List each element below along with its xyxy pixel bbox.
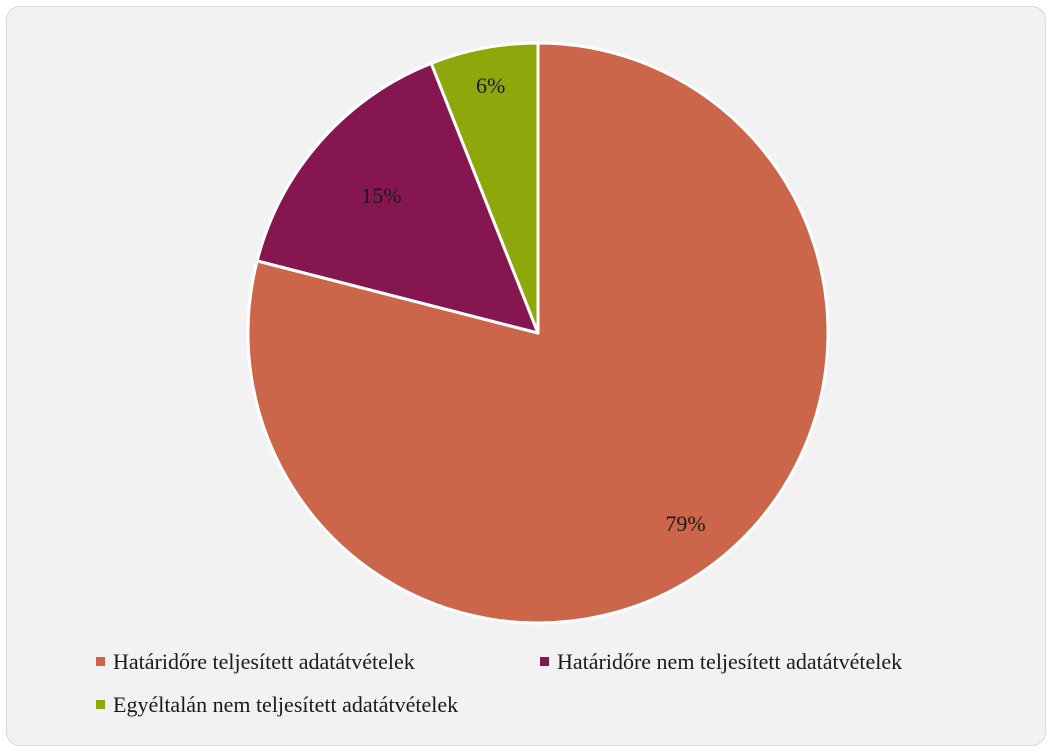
legend-swatch [96,700,105,709]
legend-swatch [540,657,549,666]
legend-label: Határidőre nem teljesített adatátvételek [557,648,903,674]
legend-item-hataridore-teljesitett: Határidőre teljesített adatátvételek [96,649,540,675]
legend-label: Határidőre teljesített adatátvételek [113,648,415,674]
legend-label: Egyéltalán nem teljesített adatátvételek [113,691,459,717]
pie-slices [246,41,830,625]
legend-swatch [96,657,105,666]
legend-row: Egyéltalán nem teljesített adatátvételek [96,688,996,721]
pie-slice-hataridore-nem-teljesitett [255,61,540,335]
slice-label-hataridore-teljesitett: 79% [665,511,705,536]
pie-labels: 79% 15% 6% [361,73,705,536]
legend-item-egyaltalan-nem-teljesitett: Egyéltalán nem teljesített adatátvételek [96,692,458,718]
legend: Határidőre teljesített adatátvételek Hat… [96,645,996,731]
legend-row: Határidőre teljesített adatátvételek Hat… [96,645,996,678]
pie-slice-hataridore-teljesitett [246,41,830,625]
slice-label-hataridore-nem-teljesitett: 15% [361,183,401,208]
slice-label-egyaltalan-nem-teljesitett: 6% [476,73,505,98]
pie-slice-egyaltalan-nem-teljesitett [429,41,540,335]
legend-item-hataridore-nem-teljesitett: Határidőre nem teljesített adatátvételek [540,649,902,675]
